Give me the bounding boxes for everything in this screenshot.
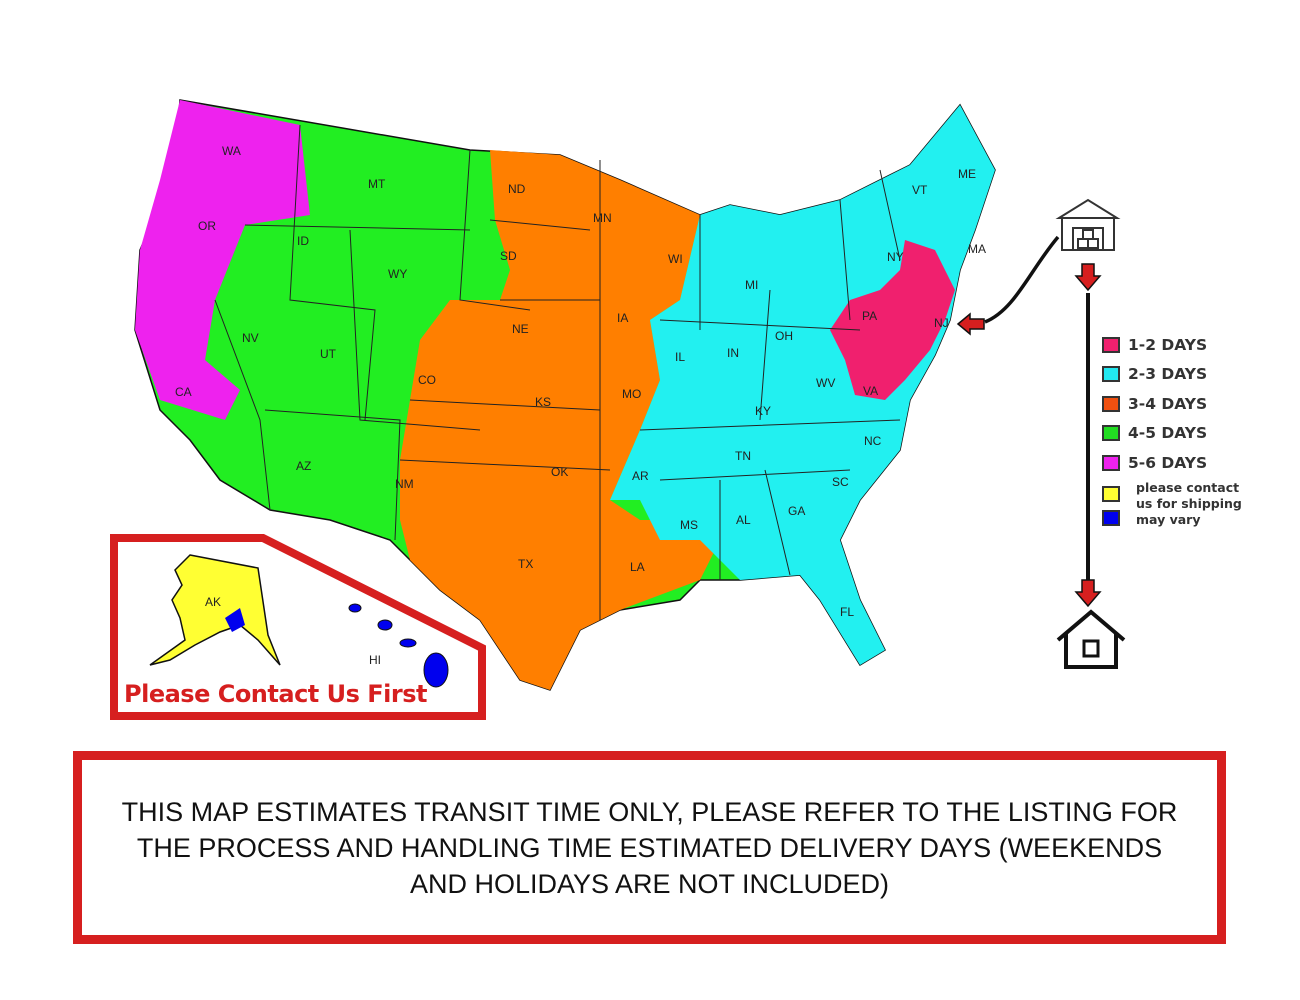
legend-swatch xyxy=(1102,425,1120,442)
legend-label: 3-4 DAYS xyxy=(1128,394,1208,413)
state-label-ok: OK xyxy=(551,465,568,479)
legend-note-line: us for shipping xyxy=(1136,495,1242,511)
arrow-down-icon xyxy=(1074,263,1102,292)
legend-swatch-blue xyxy=(1102,509,1120,526)
zone-3-4-region xyxy=(400,150,720,690)
alaska-shape xyxy=(149,554,281,666)
legend-note-line: may vary xyxy=(1136,511,1201,527)
alaska-blue-area xyxy=(225,608,245,632)
zone-2-3-region xyxy=(610,105,995,665)
state-label-in: IN xyxy=(727,346,739,360)
route-curve xyxy=(984,235,1060,324)
state-label-wv: WV xyxy=(816,376,835,390)
state-label-co: CO xyxy=(418,373,436,387)
state-label-tn: TN xyxy=(735,449,751,463)
state-label-fl: FL xyxy=(840,605,854,619)
state-label-mn: MN xyxy=(593,211,612,225)
state-label-hi: HI xyxy=(369,653,381,667)
state-label-or: OR xyxy=(198,219,216,233)
arrow-down-icon-2 xyxy=(1074,579,1102,608)
state-label-tx: TX xyxy=(518,557,533,571)
hawaii-islands xyxy=(348,603,449,688)
legend-note-line: please contact xyxy=(1136,479,1240,495)
arrow-left-icon xyxy=(956,312,985,336)
contact-first-label: Please Contact Us First xyxy=(124,680,427,708)
state-label-ma: MA xyxy=(968,242,986,256)
state-label-la: LA xyxy=(630,560,645,574)
state-label-wi: WI xyxy=(668,252,683,266)
legend-note: please contact us for shipping may vary xyxy=(1102,480,1242,528)
legend-label: 5-6 DAYS xyxy=(1128,453,1208,472)
legend-item: 4-5 DAYS xyxy=(1102,419,1242,449)
legend-item: 1-2 DAYS xyxy=(1102,330,1242,360)
legend-item: 2-3 DAYS xyxy=(1102,360,1242,390)
legend-item: 5-6 DAYS xyxy=(1102,448,1242,478)
state-borders xyxy=(214,124,901,620)
legend-note-swatches xyxy=(1102,480,1128,528)
state-label-sd: SD xyxy=(500,249,517,263)
state-label-nv: NV xyxy=(242,331,259,345)
legend-note-text: please contact us for shipping may vary xyxy=(1136,480,1242,528)
state-label-pa: PA xyxy=(862,309,877,323)
state-label-oh: OH xyxy=(775,329,793,343)
state-label-ks: KS xyxy=(535,395,551,409)
state-label-ny: NY xyxy=(887,250,904,264)
zone-5-6-region xyxy=(135,100,310,420)
state-label-mt: MT xyxy=(368,177,386,191)
state-label-id: ID xyxy=(297,234,309,248)
house-icon xyxy=(1056,609,1126,669)
warehouse-icon xyxy=(1055,198,1121,251)
legend-label: 4-5 DAYS xyxy=(1128,424,1208,443)
state-label-il: IL xyxy=(675,350,685,364)
state-label-wy: WY xyxy=(388,267,407,281)
state-label-ky: KY xyxy=(755,404,771,418)
state-label-ar: AR xyxy=(632,469,649,483)
legend-swatch xyxy=(1102,454,1120,471)
state-label-ut: UT xyxy=(320,347,337,361)
state-label-mo: MO xyxy=(622,387,641,401)
inset-border xyxy=(110,534,486,720)
state-label-sc: SC xyxy=(832,475,849,489)
state-label-va: VA xyxy=(863,384,878,398)
legend-swatch xyxy=(1102,336,1120,353)
state-label-nj: NJ xyxy=(934,316,949,330)
state-label-ca: CA xyxy=(175,385,192,399)
state-label-nm: NM xyxy=(395,477,414,491)
state-label-ms: MS xyxy=(680,518,698,532)
legend-label: 1-2 DAYS xyxy=(1128,335,1208,354)
state-label-ne: NE xyxy=(512,322,529,336)
legend-label: 2-3 DAYS xyxy=(1128,365,1208,384)
state-label-ia: IA xyxy=(617,311,628,325)
state-label-al: AL xyxy=(736,513,751,527)
transit-notice-box: THIS MAP ESTIMATES TRANSIT TIME ONLY, PL… xyxy=(73,751,1226,944)
state-label-me: ME xyxy=(958,167,976,181)
state-label-wa: WA xyxy=(222,144,241,158)
legend-swatch-yellow xyxy=(1102,485,1120,502)
state-label-mi: MI xyxy=(745,278,758,292)
legend-swatch xyxy=(1102,366,1120,383)
legend-item: 3-4 DAYS xyxy=(1102,389,1242,419)
state-label-az: AZ xyxy=(296,459,311,473)
state-label-nc: NC xyxy=(864,434,882,448)
state-label-ak: AK xyxy=(205,595,221,609)
legend: 1-2 DAYS 2-3 DAYS 3-4 DAYS 4-5 DAYS 5-6 … xyxy=(1102,330,1242,528)
state-label-nd: ND xyxy=(508,182,526,196)
legend-swatch xyxy=(1102,395,1120,412)
state-label-vt: VT xyxy=(912,183,928,197)
state-label-ga: GA xyxy=(788,504,805,518)
zone-1-2-region xyxy=(830,240,955,400)
transit-notice-text: THIS MAP ESTIMATES TRANSIT TIME ONLY, PL… xyxy=(121,796,1178,899)
